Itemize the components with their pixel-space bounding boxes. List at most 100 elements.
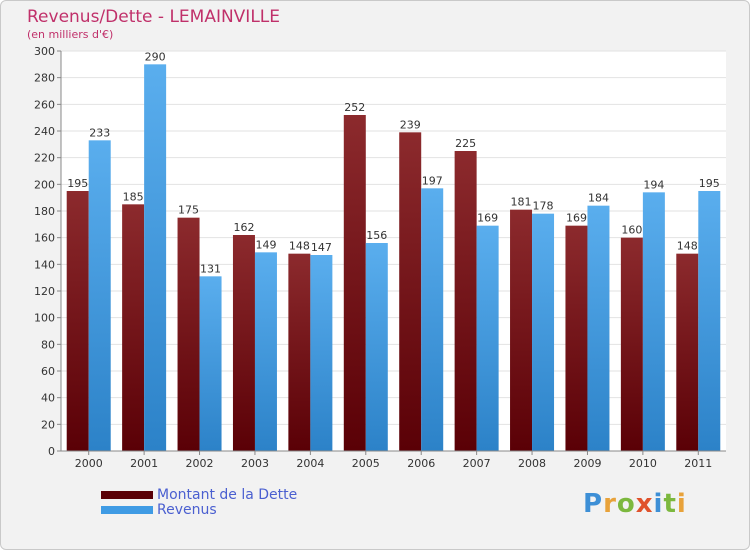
bar-revenus [642, 192, 665, 452]
x-tick-label: 2002 [186, 457, 214, 470]
y-tick-label: 240 [34, 125, 55, 138]
data-label-revenus: 147 [311, 241, 332, 254]
logo-letter: x [635, 489, 654, 519]
data-label-dette: 148 [289, 240, 310, 253]
data-label-dette: 195 [67, 177, 88, 190]
bar-dette [177, 217, 200, 451]
y-tick-label: 60 [41, 365, 55, 378]
logo-letter: o [616, 489, 636, 519]
y-tick-label: 0 [48, 445, 55, 458]
bar-dette [288, 253, 311, 451]
bar-revenus [421, 188, 444, 452]
data-label-dette: 252 [344, 101, 365, 114]
proxiti-logo: Proxiti [583, 489, 687, 519]
logo-letter: i [653, 489, 664, 519]
data-label-revenus: 197 [422, 174, 443, 187]
bar-dette [454, 151, 477, 451]
data-label-dette: 175 [178, 204, 199, 217]
logo-letter: r [603, 489, 617, 519]
bar-dette [232, 235, 255, 451]
y-axis-ticks: 0 20 40 60 80 100 120 140 160 180 200 220 240 260 280 3… [34, 45, 61, 458]
bar-revenus [476, 225, 499, 451]
bar-revenus [532, 213, 555, 451]
y-tick-label: 180 [34, 205, 55, 218]
data-label-dette: 185 [123, 190, 144, 203]
data-label-dette: 169 [566, 212, 587, 225]
legend-item-dette: Montant de la Dette [101, 486, 298, 503]
x-tick-label: 2011 [684, 457, 712, 470]
data-label-dette: 160 [621, 224, 642, 237]
x-tick-label: 2010 [629, 457, 657, 470]
x-tick-label: 2008 [518, 457, 546, 470]
data-label-dette: 239 [400, 118, 421, 131]
bar-revenus [254, 252, 277, 451]
legend-label-dette: Montant de la Dette [157, 486, 298, 503]
bar-revenus [587, 205, 610, 451]
data-label-revenus: 184 [588, 192, 609, 205]
chart-title: Revenus/Dette - LEMAINVILLE [27, 7, 281, 27]
legend-swatch-revenus [101, 505, 153, 514]
logo-letter: P [583, 489, 604, 519]
y-tick-label: 260 [34, 98, 55, 111]
data-label-dette: 162 [233, 221, 254, 234]
y-tick-label: 40 [41, 392, 55, 405]
y-tick-label: 20 [41, 418, 55, 431]
y-tick-label: 280 [34, 72, 55, 85]
y-tick-label: 200 [34, 178, 55, 191]
bars [66, 64, 721, 452]
x-tick-label: 2009 [573, 457, 601, 470]
data-label-revenus: 131 [200, 262, 221, 275]
y-tick-label: 80 [41, 338, 55, 351]
data-label-revenus: 290 [145, 50, 166, 63]
bar-dette [620, 237, 643, 451]
bar-revenus [144, 64, 167, 452]
x-tick-label: 2006 [407, 457, 435, 470]
x-tick-label: 2005 [352, 457, 380, 470]
legend-item-revenus: Revenus [101, 501, 297, 518]
y-tick-label: 100 [34, 312, 55, 325]
x-tick-label: 2003 [241, 457, 269, 470]
x-axis-ticks: 2000 2001 2002 2003 2004 2005 2006 2007 2008 2009… [75, 451, 712, 470]
logo-letter: t [663, 489, 677, 519]
bar-revenus [698, 191, 721, 451]
data-label-dette: 148 [677, 240, 698, 253]
bar-dette [122, 204, 145, 451]
logo-letter: i [676, 489, 687, 519]
x-tick-label: 2001 [130, 457, 158, 470]
y-tick-label: 160 [34, 232, 55, 245]
gridlines [61, 50, 726, 452]
y-tick-label: 120 [34, 285, 55, 298]
data-label-revenus: 194 [643, 178, 664, 191]
bar-dette [399, 132, 422, 452]
data-label-dette: 181 [511, 196, 532, 209]
bar-revenus [88, 140, 111, 452]
data-label-revenus: 149 [255, 238, 276, 251]
bar-dette [510, 209, 533, 451]
bar-revenus [310, 255, 333, 451]
data-label-revenus: 195 [699, 177, 720, 190]
legend: Montant de la Dette Revenus [101, 486, 298, 518]
bar-dette [565, 225, 588, 451]
chart-subtitle: (en milliers d'€) [27, 28, 114, 41]
x-tick-label: 2007 [463, 457, 491, 470]
data-label-revenus: 178 [533, 200, 554, 213]
bar-dette [343, 115, 366, 451]
legend-label-revenus: Revenus [157, 501, 217, 518]
bar-dette [676, 253, 699, 451]
data-label-revenus: 169 [477, 212, 498, 225]
y-tick-label: 300 [34, 45, 55, 58]
bar-revenus [365, 243, 388, 451]
data-label-revenus: 156 [366, 229, 387, 242]
y-tick-label: 220 [34, 152, 55, 165]
x-tick-label: 2000 [75, 457, 103, 470]
bar-revenus [199, 276, 222, 451]
y-tick-label: 140 [34, 258, 55, 271]
data-label-revenus: 233 [89, 126, 110, 139]
data-label-dette: 225 [455, 137, 476, 150]
bar-dette [66, 191, 89, 451]
x-tick-label: 2004 [296, 457, 324, 470]
plot-area [61, 51, 726, 451]
